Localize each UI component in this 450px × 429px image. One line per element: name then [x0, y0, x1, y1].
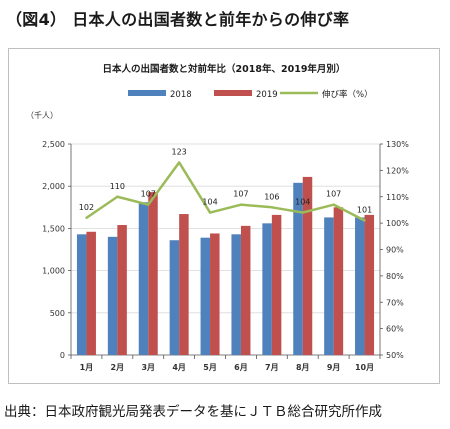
bar-2018	[262, 223, 272, 355]
growth-data-label: 102	[79, 203, 94, 212]
growth-data-label: 101	[357, 205, 372, 214]
bar-2019	[302, 176, 313, 355]
bar-2018	[138, 202, 149, 355]
y-left-tick-label: 500	[50, 309, 65, 318]
growth-data-label: 104	[295, 198, 310, 207]
chart-title: 日本人の出国者数と対前年比（2018年、2019年月別）	[103, 63, 346, 75]
bar-2019	[271, 214, 282, 355]
bar-2018	[324, 217, 334, 355]
growth-point	[363, 219, 366, 222]
x-tick-label: 4月	[172, 363, 186, 372]
y-right-tick-label: 110%	[386, 193, 409, 202]
x-tick-label: 2月	[111, 363, 125, 372]
x-tick-label: 3月	[141, 363, 155, 372]
chart-frame	[8, 48, 440, 384]
growth-point	[177, 161, 181, 164]
y-left-tick-label: 1,000	[42, 267, 65, 276]
legend-label-2019: 2019	[256, 90, 278, 100]
growth-point	[147, 203, 150, 206]
legend-label-growth: 伸び率（%）	[322, 89, 373, 100]
x-tick-label: 7月	[265, 363, 279, 372]
growth-point	[208, 211, 212, 214]
bar-2019	[333, 207, 344, 355]
growth-data-label: 106	[264, 192, 279, 201]
y-right-tick-label: 90%	[386, 246, 404, 255]
bar-2019	[364, 214, 375, 355]
bar-2019	[86, 231, 96, 355]
growth-point	[270, 206, 274, 209]
bar-2019	[117, 225, 127, 355]
x-tick-label: 8月	[296, 363, 310, 372]
y-left-tick-label: 2,500	[42, 140, 65, 149]
y-right-tick-label: 130%	[386, 140, 409, 149]
x-tick-label: 1月	[80, 363, 94, 372]
growth-data-label: 123	[172, 147, 187, 156]
growth-data-label: 107	[326, 190, 341, 199]
bar-2019	[210, 233, 220, 355]
x-tick-label: 6月	[234, 363, 248, 372]
bar-2018	[76, 234, 87, 355]
y-left-tick-label: 0	[60, 351, 65, 360]
growth-point	[332, 203, 335, 206]
growth-point	[85, 216, 88, 220]
growth-point	[239, 203, 243, 206]
legend: 2018 2019 伸び率（%）	[128, 89, 373, 100]
bar-2019	[148, 192, 158, 355]
growth-data-label: 110	[110, 182, 125, 191]
bar-2018	[293, 182, 303, 355]
y-right-tick-label: 70%	[386, 298, 404, 307]
figure-title: （図4） 日本人の出国者数と前年からの伸び率	[6, 10, 350, 29]
y-left-tick-label: 1,500	[42, 224, 65, 233]
y-right-tick-label: 100%	[386, 219, 409, 228]
legend-swatch-2018	[128, 90, 166, 96]
bar-2019	[179, 214, 189, 355]
growth-data-label: 107	[233, 190, 248, 199]
bar-2018	[231, 234, 241, 355]
legend-label-2018: 2018	[170, 90, 192, 100]
growth-data-label: 104	[202, 198, 217, 207]
y-left-tick-label: 2,000	[42, 182, 65, 191]
bars	[76, 176, 375, 355]
y-right-tick-label: 120%	[386, 166, 409, 175]
y-right-tick-label: 50%	[386, 351, 404, 360]
chart: 日本人の出国者数と対前年比（2018年、2019年月別） 2018 2019 伸…	[26, 63, 409, 372]
legend-swatch-2019	[214, 90, 252, 96]
x-tick-label: 9月	[327, 363, 341, 372]
bar-2019	[240, 225, 251, 355]
x-tick-label: 10月	[355, 363, 374, 372]
growth-data-label: 107	[141, 190, 156, 199]
y-right-tick-label: 60%	[386, 325, 404, 334]
source-note: 出典：日本政府観光局発表データを基にＪＴＢ総合研究所作成	[4, 404, 382, 420]
growth-line	[85, 161, 366, 222]
bar-2018	[355, 217, 365, 355]
x-tick-label: 5月	[203, 363, 217, 372]
bar-2018	[107, 236, 118, 355]
growth-line-path	[85, 161, 366, 222]
bar-2018	[200, 237, 211, 355]
growth-point	[116, 195, 119, 198]
bar-2018	[169, 240, 180, 355]
y-unit-label: （千人）	[26, 110, 58, 120]
axes: 0 500 1,000 1,500 2,000 2,500 50% 60% 70% 80% 90% 1…	[42, 140, 409, 372]
data-labels: 102 110 107 123 104 107 106 104 107 101	[79, 147, 372, 214]
growth-point	[301, 211, 304, 214]
y-right-tick-label: 80%	[386, 272, 404, 281]
